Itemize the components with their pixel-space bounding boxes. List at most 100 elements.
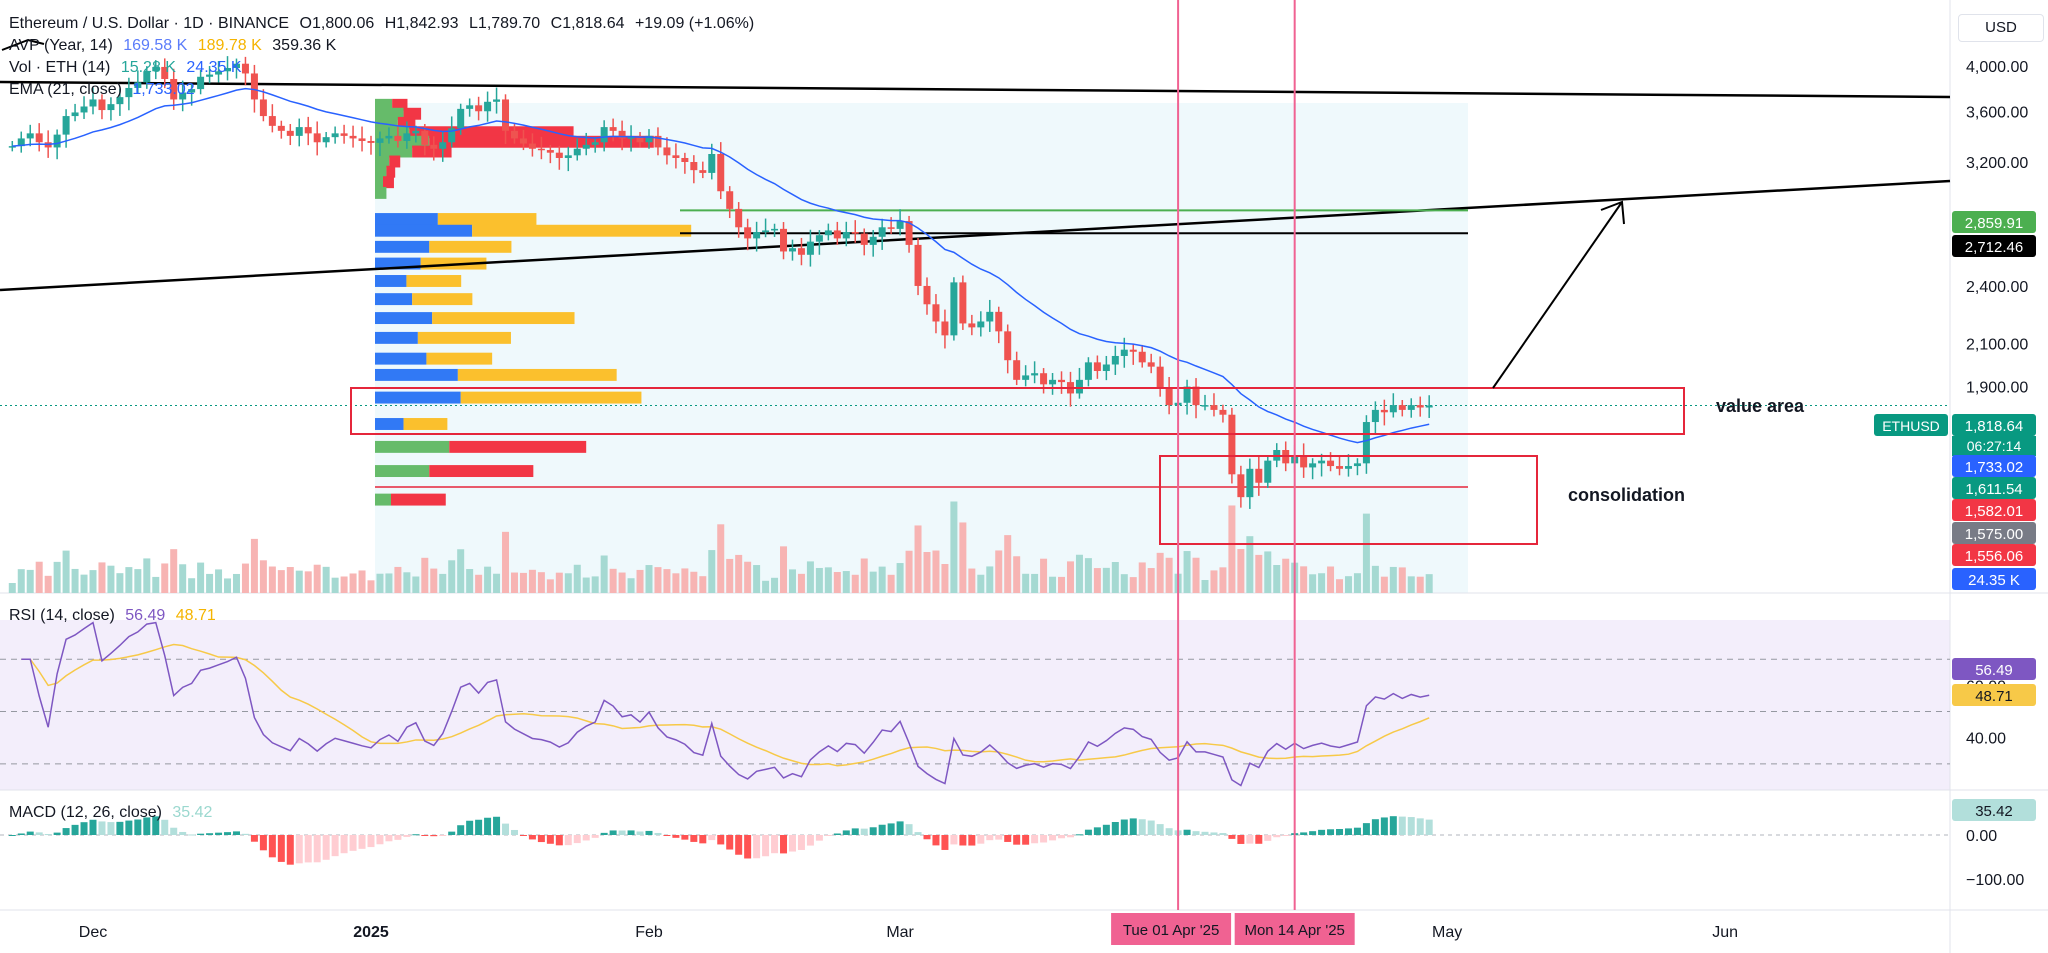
candle-body — [313, 133, 321, 143]
macd-histogram-bar — [1058, 835, 1066, 839]
macd-histogram-bar — [1380, 817, 1388, 835]
volume-bar — [1344, 576, 1352, 593]
volume-bar — [878, 566, 886, 593]
price-tag — [1952, 477, 2036, 499]
macd-histogram-bar — [1246, 835, 1254, 844]
macd-histogram-bar — [636, 831, 644, 835]
macd-histogram-bar — [1327, 829, 1335, 835]
candle-body — [896, 221, 904, 229]
volume-bar — [304, 571, 312, 593]
candle-body — [412, 130, 420, 134]
macd-histogram-bar — [618, 830, 626, 835]
macd-histogram-bar — [62, 828, 70, 835]
candle-body — [1327, 460, 1335, 467]
macd-histogram-bar — [439, 835, 447, 836]
macd-histogram-bar — [206, 833, 214, 835]
macd-histogram-bar — [546, 835, 554, 844]
volume-bar — [995, 550, 1003, 593]
currency-button[interactable]: USD — [1958, 14, 2044, 42]
macd-histogram-bar — [403, 835, 411, 837]
ema-label: EMA (21, close) — [9, 81, 122, 98]
vap-row-up — [375, 107, 404, 120]
candle-body — [502, 99, 510, 131]
volume-bar — [1156, 552, 1164, 593]
volume-bar — [941, 563, 949, 593]
macd-histogram-bar — [44, 834, 52, 836]
candle-body — [528, 143, 536, 149]
volume-bar — [466, 569, 474, 593]
rsi-legend[interactable]: RSI (14, close) 56.49 48.71 — [9, 606, 222, 626]
candle-body — [582, 144, 590, 149]
vap-row-up — [375, 224, 473, 237]
candle-body — [788, 248, 796, 252]
symbol-tag-label: ETHUSD — [1882, 418, 1940, 434]
candle-body — [546, 150, 554, 153]
candle-body — [62, 116, 70, 135]
vap-row-up — [375, 126, 410, 139]
volume-bar — [358, 570, 366, 593]
volume-bar — [89, 570, 97, 593]
volume-bar — [887, 574, 895, 593]
vap-row-down — [403, 107, 422, 120]
candle-body — [484, 101, 492, 112]
candle-body — [833, 230, 841, 239]
price-tag-label: 1,575.00 — [1965, 526, 2023, 543]
macd-legend[interactable]: MACD (12, 26, close) 35.42 — [9, 803, 218, 823]
volume-bar — [143, 558, 151, 593]
ohlc-high: H1,842.93 — [384, 15, 459, 32]
candle-body — [385, 135, 393, 139]
volume-legend[interactable]: Vol · ETH (14) 15.28 K 24.35 K — [9, 58, 248, 78]
volume-bar — [385, 573, 393, 593]
macd-histogram-bar — [1264, 835, 1272, 841]
candle-body — [241, 63, 249, 74]
candle-body — [860, 233, 868, 245]
candle-body — [1075, 379, 1083, 394]
avp-legend[interactable]: AVP (Year, 14) 169.58 K 189.78 K 359.36 … — [9, 36, 342, 56]
volume-bar — [44, 575, 52, 593]
candle-body — [268, 116, 276, 126]
candle-body — [1138, 351, 1146, 363]
macd-histogram-bar — [1416, 818, 1424, 835]
vap-row-down — [391, 493, 446, 506]
volume-bar — [1031, 573, 1039, 593]
candle-body — [744, 227, 752, 239]
macd-histogram-bar — [1318, 829, 1326, 835]
volume-bar — [493, 573, 501, 593]
macd-label: MACD (12, 26, close) — [9, 804, 162, 821]
macd-tick-label: −100.00 — [1966, 872, 2024, 889]
volume-bar — [232, 573, 240, 593]
price-tick-label: 2,100.00 — [1966, 336, 2028, 353]
value-area-label: value area — [1716, 396, 1805, 416]
ema-legend[interactable]: EMA (21, close) 1,733.02 — [9, 80, 201, 100]
volume-bar — [555, 572, 563, 593]
macd-histogram-bar — [851, 828, 859, 835]
consolidation-label: consolidation — [1568, 485, 1685, 505]
candle-body — [663, 147, 671, 156]
candle-body — [815, 235, 823, 242]
macd-histogram-bar — [780, 835, 788, 854]
consolidation-box — [1159, 455, 1538, 545]
volume-bar — [1416, 576, 1424, 593]
candle-body — [959, 282, 967, 324]
volume-bar — [923, 552, 931, 593]
vap-row-up — [375, 145, 413, 158]
macd-histogram-bar — [1344, 828, 1352, 835]
vap-row-down — [383, 176, 394, 189]
volume-bar — [376, 573, 384, 593]
ema-line — [12, 87, 1430, 444]
macd-histogram-bar — [815, 835, 823, 841]
volume-bar — [1183, 551, 1191, 593]
candle-body — [806, 241, 814, 255]
candle-body — [232, 63, 240, 69]
candle-body — [179, 92, 187, 100]
candle-body — [80, 106, 88, 113]
time-tick-label: Dec — [79, 924, 107, 941]
vap-row-up — [375, 352, 427, 365]
volume-bar — [959, 522, 967, 593]
candle-body — [609, 127, 617, 131]
vap-row-up — [375, 98, 393, 111]
avp-value-2: 189.78 K — [197, 37, 262, 54]
vap-row-up — [375, 312, 433, 325]
vap-row-down — [409, 126, 574, 139]
